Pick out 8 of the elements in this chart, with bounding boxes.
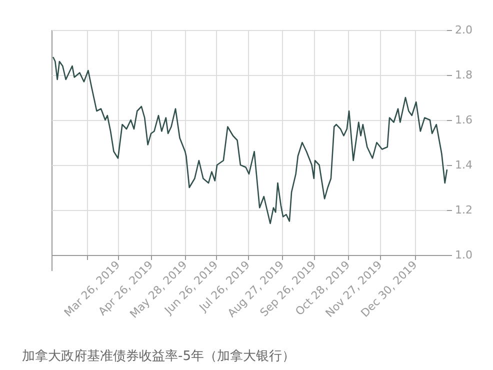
y-tick-label: 1.2	[455, 204, 472, 216]
line-series	[52, 56, 448, 224]
y-tick-label: 2.0	[455, 24, 472, 36]
y-tick-label: 1.4	[455, 158, 472, 172]
text: 加拿大政府基准债券收益率-5年（加拿大银行）	[22, 348, 295, 364]
y-tick-label: 1.0	[455, 248, 472, 262]
y-tick-label: 1.6	[455, 114, 472, 126]
y-tick-label: 1.8	[455, 68, 472, 82]
